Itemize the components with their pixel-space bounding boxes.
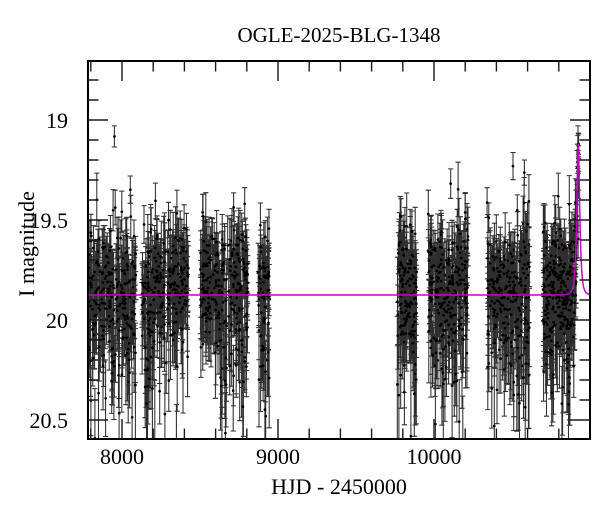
data-points-season-5 [395, 214, 418, 438]
axis-ticks [88, 61, 590, 439]
data-points-season-4 [256, 223, 271, 418]
data-points-season-2 [140, 199, 190, 416]
x-tick-label-8000: 8000 [100, 444, 144, 469]
y-tick-label-20.5: 20.5 [30, 408, 69, 433]
plot-frame [87, 60, 591, 440]
y-axis-label: I magnitude [14, 191, 39, 297]
error-bars-season-7 [484, 151, 532, 439]
y-tick-labels: 19 19.5 20 20.5 [30, 108, 69, 433]
data-seasons [88, 125, 582, 439]
x-tick-label-10000: 10000 [407, 444, 462, 469]
model-curve [88, 143, 590, 296]
plot-title: OGLE-2025-BLG-1348 [237, 23, 441, 47]
data-points-season-8 [541, 142, 580, 406]
error-bars-season-4 [255, 202, 272, 439]
data-points-season-6 [426, 182, 470, 426]
y-tick-label-19: 19 [46, 108, 68, 133]
data-points-season-3 [199, 202, 249, 435]
x-tick-label-9000: 9000 [256, 444, 300, 469]
x-axis-label: HJD - 2450000 [271, 474, 407, 499]
y-tick-label-19.5: 19.5 [30, 208, 69, 233]
data-points-season-1 [88, 135, 138, 439]
y-tick-label-20: 20 [46, 308, 68, 333]
x-tick-labels: 8000 9000 10000 [100, 444, 462, 469]
error-bars-season-2 [139, 182, 191, 439]
data-points-season-7 [485, 164, 531, 428]
